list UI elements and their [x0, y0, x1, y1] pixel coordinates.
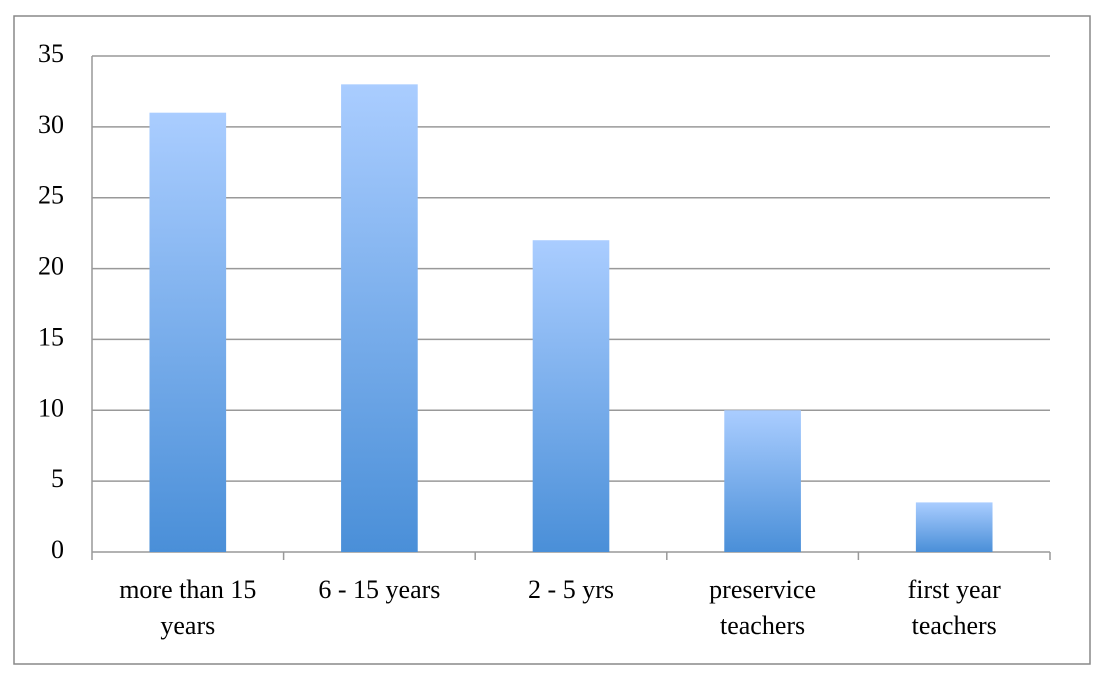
- x-tick-label: 2 - 5 yrs: [528, 575, 614, 604]
- y-tick-label: 35: [38, 39, 64, 68]
- x-tick-label: first year teachers: [907, 575, 1001, 640]
- y-tick-label: 20: [38, 252, 64, 281]
- bar: [149, 112, 227, 552]
- y-tick-label: 0: [51, 535, 64, 564]
- bar: [341, 84, 418, 552]
- y-tick-label: 10: [38, 393, 64, 422]
- bar: [532, 240, 610, 552]
- y-tick-label: 25: [38, 181, 64, 210]
- y-tick-label: 5: [51, 464, 64, 493]
- bar: [724, 410, 801, 552]
- bar: [915, 502, 993, 552]
- x-tick-label: preservice teachers: [709, 575, 816, 640]
- y-tick-label: 30: [38, 110, 64, 139]
- x-tick-label: more than 15 years: [119, 575, 257, 640]
- x-tick-label: 6 - 15 years: [318, 575, 441, 604]
- y-tick-label: 15: [38, 322, 64, 351]
